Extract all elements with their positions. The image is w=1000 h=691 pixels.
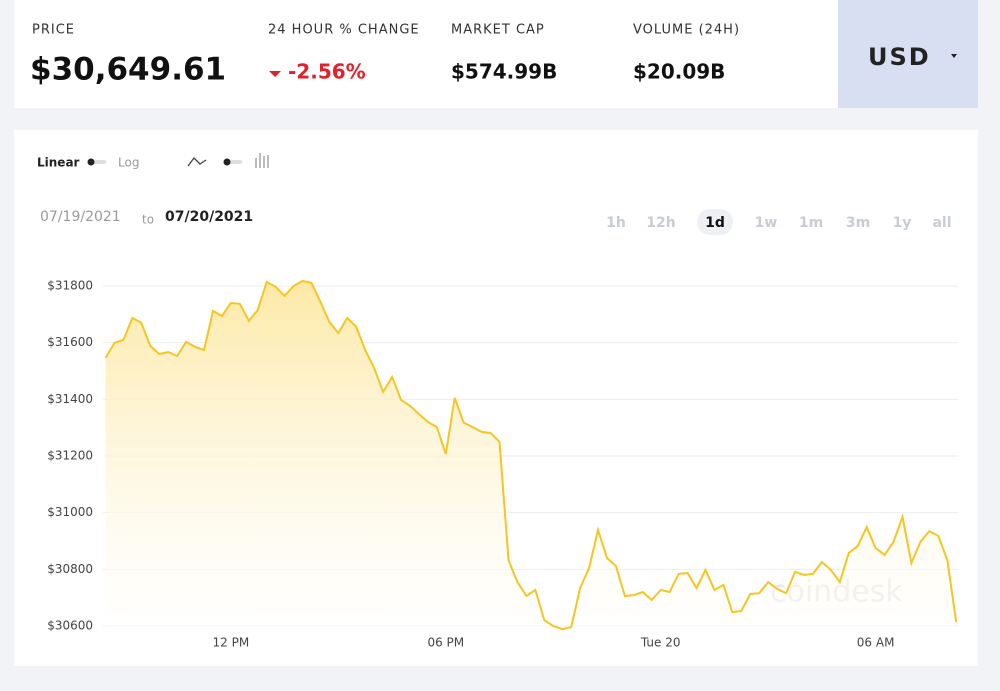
range-button[interactable]: 1h — [606, 215, 626, 231]
dropdown-arrow[interactable] — [951, 54, 957, 58]
y-tick-label: $31600 — [47, 335, 93, 349]
y-tick-label: $31200 — [47, 449, 93, 463]
stat-label: 24 HOUR % CHANGE — [268, 23, 420, 38]
x-tick-label: 06 AM — [857, 636, 895, 650]
x-tick-label: 06 PM — [427, 636, 464, 650]
range-button[interactable]: 1w — [755, 215, 778, 231]
stat-label: VOLUME (24H) — [633, 23, 740, 38]
range-button[interactable]: 1y — [893, 215, 912, 231]
date-sep: to — [142, 213, 154, 227]
y-tick-label: $30800 — [47, 562, 93, 576]
range-button[interactable]: all — [932, 215, 951, 231]
y-tick-label: $31400 — [47, 392, 93, 406]
currency[interactable]: USD — [868, 43, 931, 71]
line-icon[interactable] — [187, 157, 207, 167]
range-button[interactable]: 1d — [705, 215, 725, 231]
active-range-bg — [697, 209, 733, 235]
stat-value: -2.56% — [288, 60, 366, 84]
price-line — [104, 279, 958, 631]
y-tick-label: $31800 — [47, 278, 93, 292]
x-tick-label: 12 PM — [213, 636, 250, 650]
stats-card — [14, 0, 838, 108]
range-button[interactable]: 3m — [846, 215, 870, 231]
stat-value: $30,649.61 — [30, 52, 226, 88]
linear-toggle[interactable]: Linear — [37, 156, 80, 170]
stat-label: MARKET CAP — [451, 23, 545, 38]
x-tick-label: Tue 20 — [640, 636, 681, 650]
date-to[interactable]: 07/20/2021 — [165, 209, 253, 225]
stat-value: $20.09B — [633, 60, 725, 84]
stat-value: $574.99B — [451, 60, 557, 84]
range-button[interactable]: 12h — [646, 215, 675, 231]
stat-label: PRICE — [32, 23, 75, 38]
bar-icon[interactable] — [255, 153, 269, 168]
area-fill — [105, 280, 957, 630]
type-switch[interactable] — [223, 158, 243, 166]
date-from[interactable]: 07/19/2021 — [40, 209, 121, 225]
y-tick-label: $31000 — [47, 505, 93, 519]
scale-switch[interactable] — [87, 158, 107, 166]
y-tick-label: $30600 — [47, 619, 93, 633]
down-arrow — [269, 71, 281, 77]
range-button[interactable]: 1m — [799, 215, 823, 231]
log-toggle[interactable]: Log — [118, 156, 139, 170]
